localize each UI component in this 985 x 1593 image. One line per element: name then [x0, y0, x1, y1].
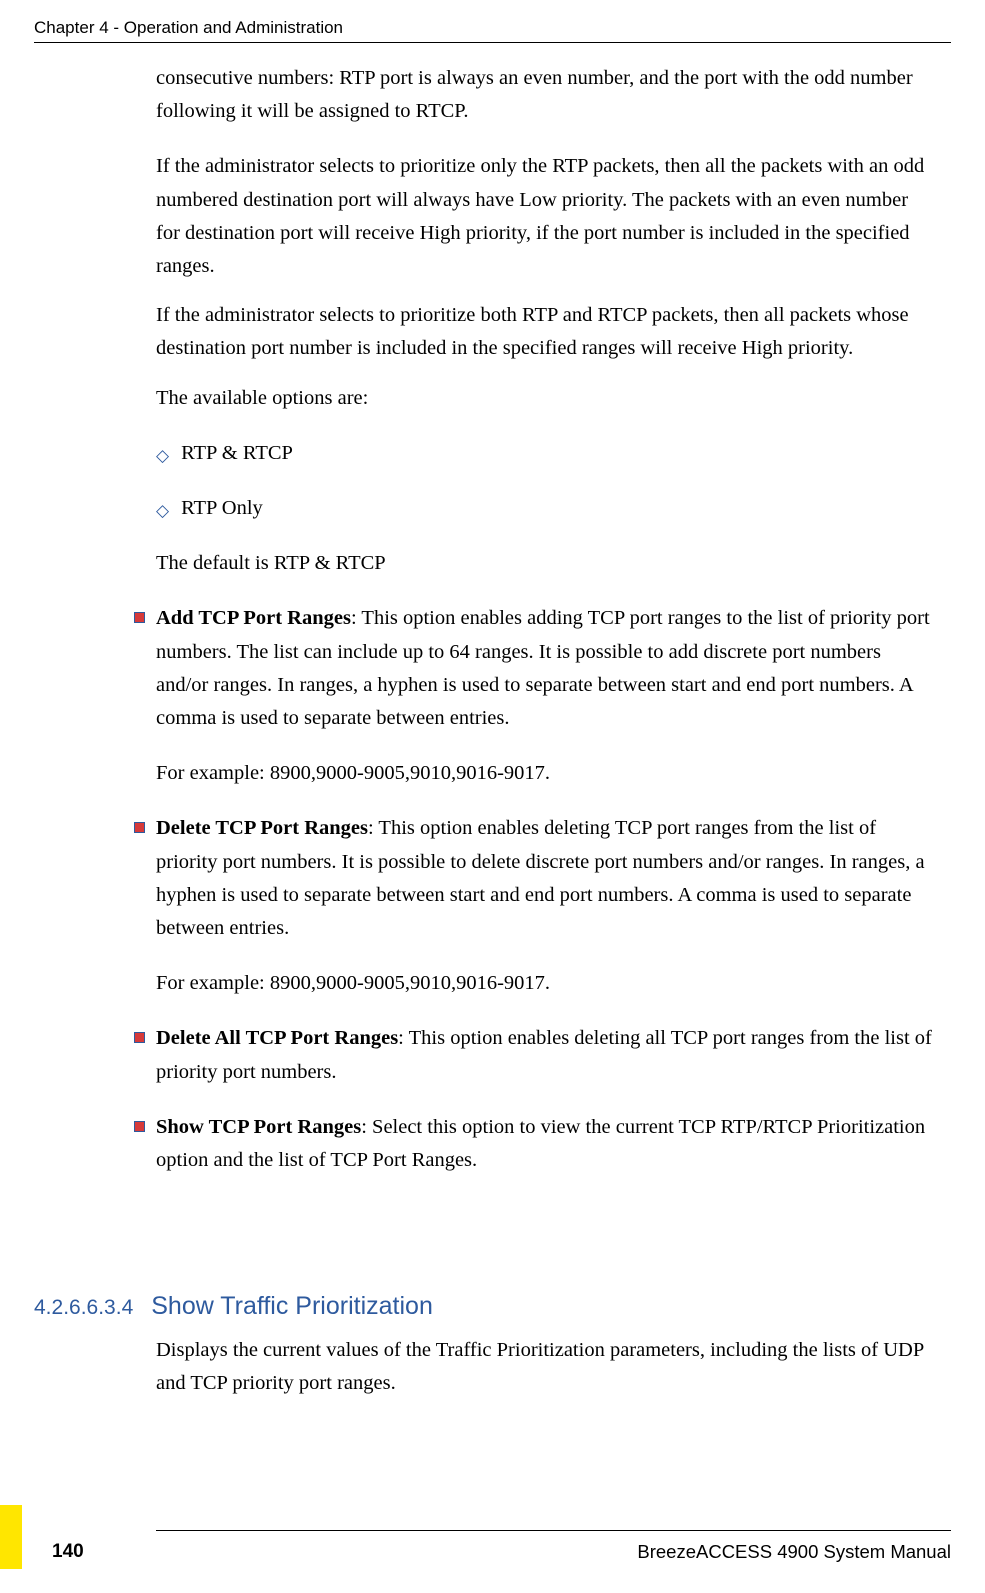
page-number: 140 [52, 1541, 84, 1563]
diamond-icon: ◇ [156, 497, 169, 525]
list-item: ◇ RTP & RTCP [156, 437, 936, 470]
bullet-title: Delete TCP Port Ranges [156, 817, 368, 839]
page-header: Chapter 4 - Operation and Administration [34, 18, 951, 43]
example-text: For example: 8900,9000-9005,9010,9016-90… [156, 967, 936, 1000]
bullet-title: Show TCP Port Ranges [156, 1116, 361, 1138]
bullet-title: Delete All TCP Port Ranges [156, 1027, 398, 1049]
paragraph: The available options are: [156, 382, 936, 415]
accent-bar [0, 1505, 22, 1569]
footer-rule-wrap [156, 1530, 951, 1531]
footer-rule [156, 1530, 951, 1531]
section-number: 4.2.6.6.3.4 [34, 1296, 133, 1320]
diamond-icon: ◇ [156, 442, 169, 470]
section-body: Displays the current values of the Traff… [156, 1334, 936, 1422]
square-icon [134, 612, 145, 623]
paragraph: The default is RTP & RTCP [156, 547, 936, 580]
bullet-item: Delete All TCP Port Ranges: This option … [134, 1022, 936, 1088]
content-area: consecutive numbers: RTP port is always … [156, 62, 936, 1199]
option-list: ◇ RTP & RTCP ◇ RTP Only [156, 437, 936, 525]
square-icon [134, 1032, 145, 1043]
bullet-item: Delete TCP Port Ranges: This option enab… [134, 812, 936, 945]
page-container: Chapter 4 - Operation and Administration… [0, 0, 985, 1593]
bullet-text: Add TCP Port Ranges: This option enables… [156, 602, 936, 735]
paragraph: If the administrator selects to prioriti… [156, 150, 936, 283]
bullet-item: Add TCP Port Ranges: This option enables… [134, 602, 936, 735]
bullet-text: Delete All TCP Port Ranges: This option … [156, 1022, 936, 1088]
bullet-title: Add TCP Port Ranges [156, 607, 351, 629]
paragraph: If the administrator selects to prioriti… [156, 299, 936, 365]
chapter-label: Chapter 4 - Operation and Administration [34, 18, 951, 38]
example-text: For example: 8900,9000-9005,9010,9016-90… [156, 757, 936, 790]
list-item: ◇ RTP Only [156, 492, 936, 525]
section-title: Show Traffic Prioritization [151, 1292, 433, 1321]
bullet-text: Show TCP Port Ranges: Select this option… [156, 1111, 936, 1177]
paragraph: consecutive numbers: RTP port is always … [156, 62, 936, 128]
manual-title: BreezeACCESS 4900 System Manual [0, 1541, 951, 1563]
page-footer: BreezeACCESS 4900 System Manual [0, 1530, 951, 1563]
bullet-text: Delete TCP Port Ranges: This option enab… [156, 812, 936, 945]
section-heading-row: 4.2.6.6.3.4 Show Traffic Prioritization [34, 1292, 433, 1321]
option-text: RTP & RTCP [181, 437, 293, 470]
paragraph: Displays the current values of the Traff… [156, 1334, 936, 1400]
header-rule [34, 42, 951, 43]
bullet-item: Show TCP Port Ranges: Select this option… [134, 1111, 936, 1177]
square-icon [134, 822, 145, 833]
option-text: RTP Only [181, 492, 263, 525]
square-icon [134, 1121, 145, 1132]
